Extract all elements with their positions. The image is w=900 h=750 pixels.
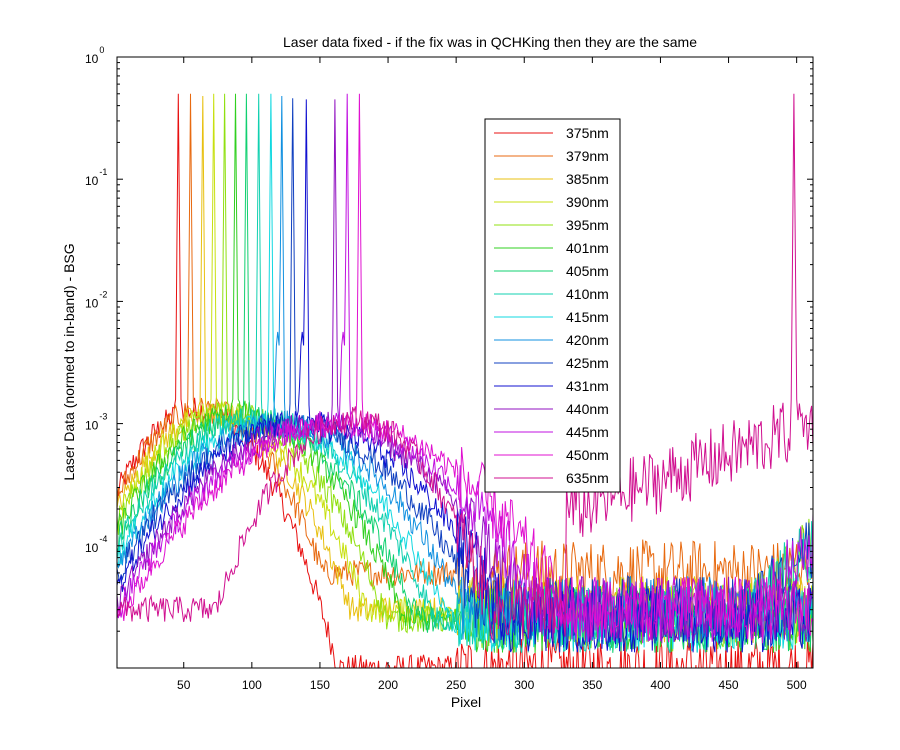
legend-label: 440nm <box>566 401 609 417</box>
x-tick-label: 150 <box>310 678 330 692</box>
legend-label: 390nm <box>566 194 609 210</box>
x-tick-label: 250 <box>446 678 466 692</box>
series-line-450nm <box>117 93 813 644</box>
legend-label: 425nm <box>566 355 609 371</box>
x-tick-label: 100 <box>242 678 262 692</box>
legend-label: 415nm <box>566 309 609 325</box>
series-layer <box>117 93 813 668</box>
legend: 375nm 379nm 385nm 390nm 395nm 401nm 405nm 410nm… <box>484 118 621 493</box>
legend-label: 635nm <box>566 470 609 486</box>
legend-label: 405nm <box>566 263 609 279</box>
legend-label: 420nm <box>566 332 609 348</box>
y-axis-label: Laser Data (normed to in-band) - BSG <box>61 243 77 480</box>
legend-label: 445nm <box>566 424 609 440</box>
chart-title: Laser data fixed - if the fix was in QCH… <box>283 34 697 50</box>
x-tick-label: 350 <box>582 678 602 692</box>
plot-frame <box>116 56 814 669</box>
x-tick-label: 400 <box>650 678 670 692</box>
legend-box <box>484 118 621 493</box>
series-line-635nm <box>117 93 813 642</box>
series-line-425nm <box>117 98 813 644</box>
legend-entries: 375nm 379nm 385nm 390nm 395nm 401nm 405nm 410nm… <box>494 125 609 486</box>
legend-label: 395nm <box>566 217 609 233</box>
x-tick-label: 50 <box>177 678 191 692</box>
x-tick-label: 450 <box>719 678 739 692</box>
plot-area <box>116 56 814 669</box>
legend-label: 450nm <box>566 447 609 463</box>
x-tick-label: 200 <box>378 678 398 692</box>
legend-label: 410nm <box>566 286 609 302</box>
legend-label: 401nm <box>566 240 609 256</box>
legend-label: 375nm <box>566 125 609 141</box>
legend-label: 431nm <box>566 378 609 394</box>
x-tick-label: 500 <box>787 678 807 692</box>
x-axis-label: Pixel <box>451 694 481 710</box>
legend-label: 385nm <box>566 171 609 187</box>
x-axis: 50 100 150 200 250 300 350 400 450 500 <box>177 57 807 692</box>
x-tick-label: 300 <box>514 678 534 692</box>
legend-label: 379nm <box>566 148 609 164</box>
